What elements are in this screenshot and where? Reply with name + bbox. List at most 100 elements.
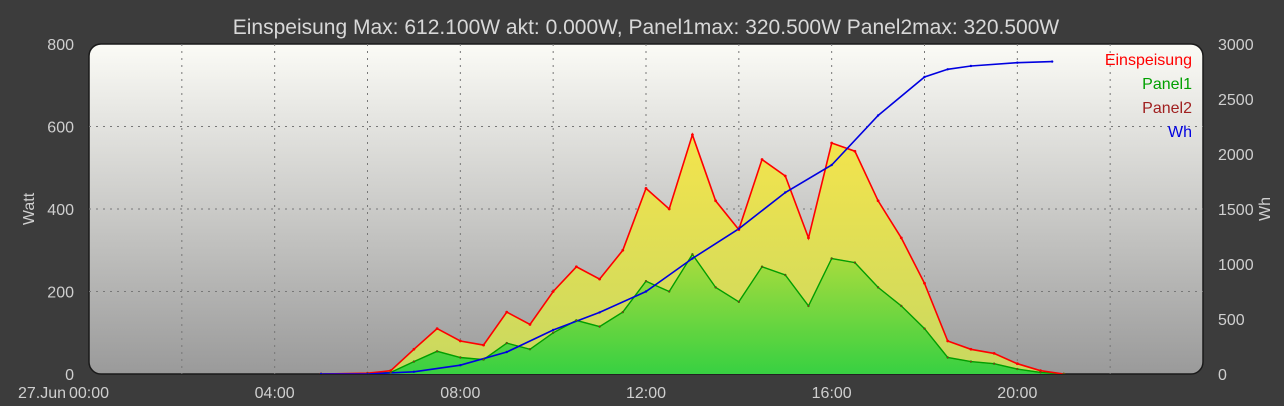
legend-panel2: Panel2	[1142, 100, 1192, 117]
panel2-point	[668, 290, 671, 293]
einspeisung-point	[992, 351, 996, 355]
panel2-point	[645, 280, 647, 282]
wh-point	[319, 372, 323, 374]
einspeisung-point	[574, 265, 578, 269]
panel2-point	[807, 305, 810, 307]
einspeisung-point	[714, 199, 718, 203]
panel2-point	[552, 331, 554, 334]
wh-point	[412, 370, 416, 373]
panel2-point	[1016, 368, 1019, 370]
y-axis-left-title: Watt	[21, 192, 38, 225]
wh-point	[1016, 61, 1019, 64]
legend-einspeisung: Einspeisung	[1105, 52, 1192, 69]
wh-point	[737, 227, 741, 230]
panel2-point	[1062, 373, 1065, 374]
panel2-point	[970, 360, 972, 363]
einspeisung-point	[760, 158, 764, 161]
date-label: 27.Jun	[18, 385, 66, 402]
y-left-tick-label: 800	[47, 37, 74, 54]
einspeisung-line	[321, 132, 1064, 374]
wh-line	[321, 60, 1053, 374]
y-right-tick-label: 500	[1218, 312, 1245, 329]
einspeisung-point	[853, 149, 857, 153]
x-tick-label: 16:00	[812, 385, 852, 402]
einspeisung-point	[551, 290, 555, 293]
panel1-line	[321, 253, 1064, 374]
panel2-point	[923, 327, 926, 330]
einspeisung-point	[783, 174, 787, 178]
y-right-tick-label: 2500	[1218, 92, 1254, 109]
einspeisung-point	[598, 277, 601, 281]
x-tick-label: 12:00	[626, 385, 666, 402]
wh-point	[691, 257, 694, 260]
wh-point	[784, 191, 787, 194]
panel2-point	[691, 253, 694, 256]
panel2-point	[389, 371, 392, 374]
legend-wh: Wh	[1168, 124, 1192, 141]
y-right-tick-label: 3000	[1218, 37, 1254, 54]
panel2-point	[946, 356, 949, 359]
einspeisung-point	[528, 323, 532, 326]
y-right-tick-label: 1500	[1218, 202, 1254, 219]
y-axis-right-title: Wh	[1257, 197, 1274, 221]
panel2-point	[877, 286, 879, 289]
panel2-point	[738, 301, 740, 303]
chart-title: Einspeisung Max: 612.100W akt: 0.000W, P…	[233, 16, 1060, 39]
panel2-point	[482, 358, 485, 361]
y-left-tick-label: 400	[47, 202, 74, 219]
panel2-point	[413, 360, 415, 363]
panel2-point	[993, 362, 995, 365]
panel2-point	[505, 342, 508, 344]
wh-point	[644, 290, 648, 293]
wh-point	[459, 364, 462, 367]
panel2-point	[598, 325, 601, 328]
einspeisung-point	[946, 339, 950, 343]
series-layer	[319, 60, 1066, 374]
einspeisung-point	[644, 186, 648, 190]
x-tick-label: 04:00	[255, 385, 295, 402]
einspeisung-point	[830, 141, 834, 145]
einspeisung-point	[667, 207, 671, 211]
panel2-point	[854, 261, 856, 264]
x-tick-label: 08:00	[440, 385, 480, 402]
wh-point	[923, 75, 926, 79]
legend: Einspeisung Panel1 Panel2 Wh	[1105, 52, 1192, 141]
einspeisung-point	[435, 327, 439, 331]
y-left-tick-label: 200	[47, 285, 74, 302]
wh-point	[946, 68, 949, 71]
panel2-point	[575, 319, 578, 322]
panel2-point	[830, 257, 833, 260]
wh-point	[598, 311, 601, 314]
einspeisung-point	[1015, 362, 1019, 366]
einspeisung-point	[412, 347, 416, 351]
einspeisung-point	[691, 133, 694, 137]
einspeisung-point	[621, 248, 625, 252]
panel2-point	[784, 274, 787, 276]
wh-point	[830, 163, 833, 167]
y-right-tick-label: 0	[1218, 367, 1227, 384]
y-left-tick-label: 600	[47, 120, 74, 137]
einspeisung-point	[482, 343, 485, 347]
panel2-point	[900, 305, 903, 307]
panel2-point	[761, 265, 763, 268]
einspeisung-point	[923, 281, 926, 285]
y-left-tick-label: 0	[65, 367, 74, 384]
wh-point	[551, 328, 555, 332]
wh-point	[1050, 60, 1054, 63]
panel2-point	[459, 356, 462, 359]
panel2-point	[529, 348, 531, 351]
tick-labels: 00:00 04:00 08:00 12:00 16:00 20:00 0 200 400 600…	[47, 37, 1253, 402]
wh-point	[366, 372, 369, 374]
panel2-point	[436, 350, 438, 353]
einspeisung-point	[458, 339, 462, 343]
einspeisung-point	[876, 199, 880, 203]
wh-point	[505, 350, 508, 354]
wh-point	[876, 114, 880, 117]
y-right-tick-label: 1000	[1218, 257, 1254, 274]
x-tick-label: 20:00	[997, 385, 1037, 402]
panel2-point	[621, 311, 624, 313]
wh-point	[969, 64, 973, 68]
legend-panel1: Panel1	[1142, 76, 1192, 93]
